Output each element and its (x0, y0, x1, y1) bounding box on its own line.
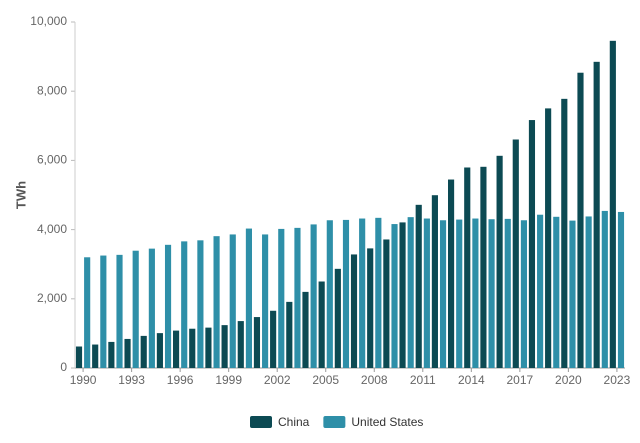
x-tick-label: 2011 (410, 373, 436, 387)
legend-swatch (250, 416, 272, 428)
bar (342, 219, 350, 368)
bar (148, 248, 155, 368)
bar (439, 220, 447, 368)
bar (367, 248, 374, 368)
bar (253, 317, 261, 368)
bar (270, 310, 277, 368)
bar (92, 344, 99, 368)
bar (359, 218, 366, 368)
bar (617, 211, 625, 368)
bar (537, 214, 544, 368)
bar (294, 227, 301, 368)
y-tick-label: 4,000 (37, 222, 67, 236)
bar (350, 254, 358, 368)
bar (132, 250, 139, 368)
bar (173, 330, 180, 368)
bar (488, 219, 495, 368)
legend-swatch (323, 416, 346, 428)
x-tick-label: 1999 (215, 373, 242, 387)
y-tick-label: 0 (60, 360, 67, 374)
bar (237, 321, 244, 368)
legend-label: China (278, 415, 310, 429)
bar (601, 210, 608, 368)
y-axis-title: TWh (13, 181, 28, 209)
bar (448, 179, 455, 368)
bar (116, 254, 123, 368)
bar (262, 234, 269, 368)
x-tick-label: 2023 (604, 373, 631, 387)
bar (310, 224, 317, 368)
bar (415, 204, 422, 368)
bar (278, 228, 285, 368)
bar (496, 155, 503, 368)
bar (286, 301, 293, 368)
bar (156, 333, 163, 368)
bar (464, 167, 471, 368)
bar (504, 218, 511, 368)
bar (245, 228, 252, 368)
x-tick-label: 1996 (167, 373, 194, 387)
bar (326, 220, 333, 368)
bar (197, 240, 204, 368)
bar (593, 61, 600, 369)
bar (221, 325, 228, 368)
bar (334, 268, 341, 368)
bar (545, 108, 552, 368)
bar (561, 98, 568, 368)
bar (520, 220, 527, 368)
y-tick-label: 8,000 (37, 83, 67, 97)
bar (456, 219, 463, 368)
legend-label: United States (351, 415, 423, 429)
bar (585, 216, 592, 368)
x-tick-label: 2014 (458, 373, 485, 387)
bar (140, 335, 147, 368)
bar (399, 222, 406, 368)
bar (84, 257, 91, 368)
bar (472, 218, 479, 368)
bar (383, 239, 390, 368)
bar (181, 241, 188, 368)
x-tick-label: 2002 (264, 373, 291, 387)
x-tick-label: 1993 (118, 373, 145, 387)
bar (302, 291, 309, 368)
bar (100, 255, 107, 368)
bar (423, 218, 430, 368)
bar (553, 216, 560, 368)
x-tick-label: 2020 (555, 373, 582, 387)
bar (480, 166, 487, 368)
bar (391, 224, 398, 368)
bar (577, 72, 584, 368)
x-tick-label: 2005 (312, 373, 339, 387)
bar (164, 244, 172, 368)
y-tick-label: 10,000 (30, 14, 67, 28)
x-tick-label: 2017 (507, 373, 534, 387)
bar (213, 236, 220, 368)
bar (609, 40, 616, 369)
x-tick-label: 2008 (361, 373, 388, 387)
y-tick-label: 2,000 (37, 291, 67, 305)
bar (431, 195, 438, 368)
bar (407, 217, 414, 368)
bar (75, 346, 83, 368)
bar (189, 328, 196, 368)
bar (318, 281, 325, 368)
bar (124, 338, 131, 368)
y-tick-label: 6,000 (37, 153, 67, 167)
x-tick-label: 1990 (70, 373, 97, 387)
bar (229, 234, 236, 368)
bar (108, 341, 115, 368)
bar (375, 217, 382, 368)
bar (569, 220, 576, 368)
bar (528, 120, 536, 368)
bar (512, 139, 519, 368)
bar (205, 327, 212, 368)
